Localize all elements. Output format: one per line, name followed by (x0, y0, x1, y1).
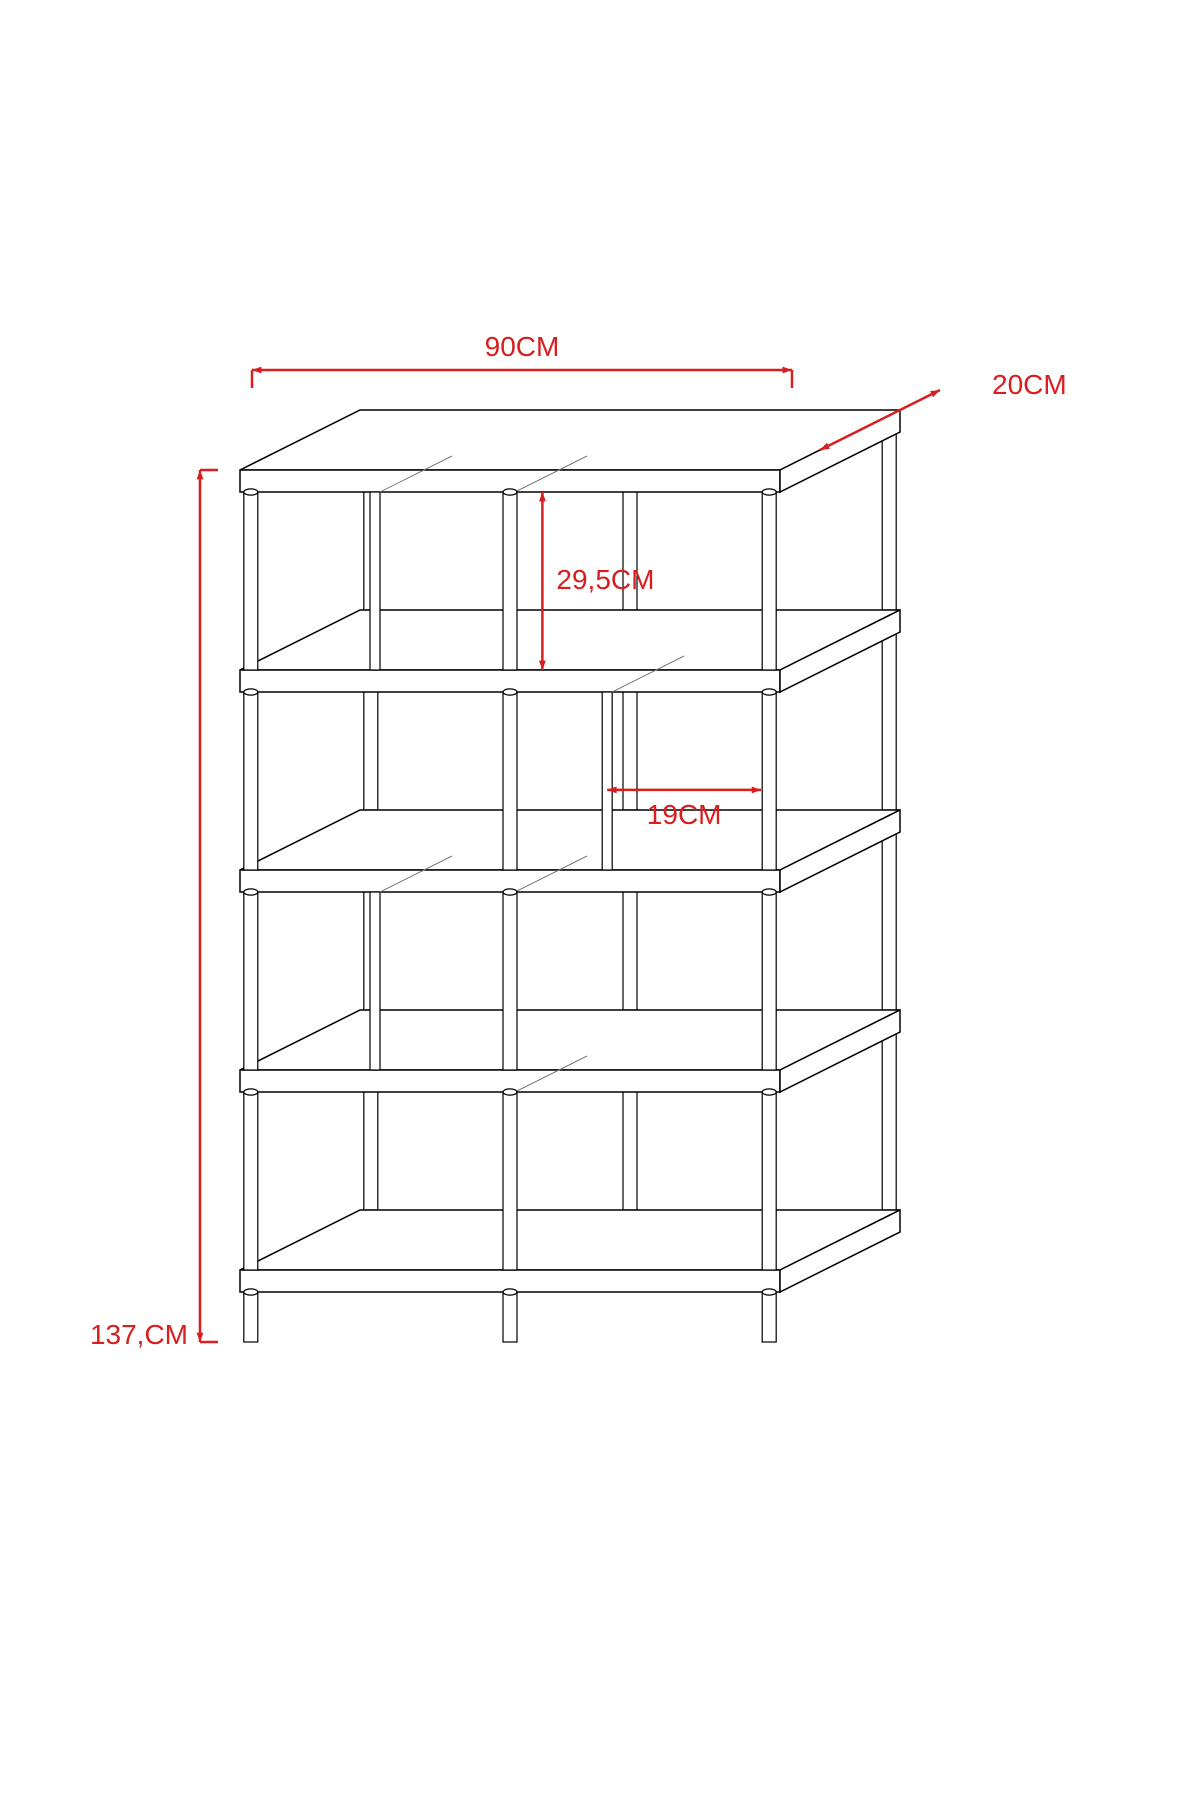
dimension-label: 20CM (992, 369, 1067, 400)
dimension-label: 19CM (647, 799, 722, 830)
dimension-label: 90CM (485, 331, 560, 362)
dimension-label: 137,CM (90, 1319, 188, 1350)
dimension-label: 29,5CM (556, 564, 654, 595)
shelf-technical-drawing: 90CM 20CM 137,CM 29,5CM 19CM (0, 0, 1200, 1800)
